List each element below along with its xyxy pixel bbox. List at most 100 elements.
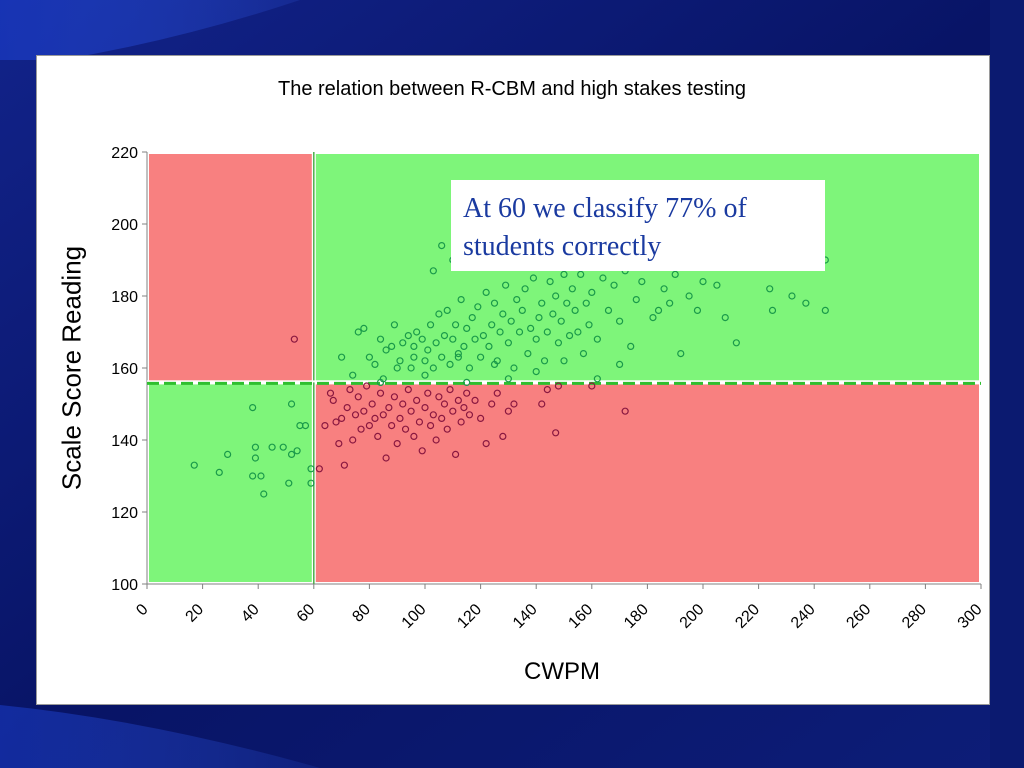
data-point bbox=[768, 306, 777, 314]
classification-regions bbox=[149, 154, 979, 582]
data-point bbox=[699, 278, 707, 286]
data-point bbox=[287, 450, 296, 458]
data-point bbox=[346, 386, 354, 394]
data-point bbox=[627, 342, 635, 350]
data-point bbox=[354, 393, 362, 401]
x-tick-label: 220 bbox=[732, 601, 763, 632]
data-point bbox=[410, 342, 418, 350]
data-point bbox=[504, 339, 512, 347]
data-point bbox=[443, 306, 451, 314]
data-point bbox=[449, 407, 457, 415]
data-point bbox=[365, 353, 373, 361]
data-point bbox=[693, 306, 702, 314]
data-point bbox=[257, 472, 265, 480]
data-point bbox=[499, 432, 507, 440]
data-point bbox=[599, 274, 607, 282]
data-point bbox=[490, 299, 499, 307]
data-point bbox=[432, 436, 440, 444]
data-point bbox=[429, 411, 437, 419]
data-point bbox=[552, 292, 560, 300]
data-point bbox=[493, 389, 501, 397]
data-point bbox=[338, 414, 346, 422]
data-point bbox=[588, 288, 596, 296]
x-tick-label: 120 bbox=[454, 601, 485, 632]
data-point bbox=[632, 296, 640, 304]
data-point bbox=[582, 299, 590, 307]
data-point bbox=[421, 357, 429, 365]
data-point bbox=[463, 389, 471, 397]
data-point bbox=[463, 378, 471, 386]
data-point bbox=[490, 360, 499, 368]
data-point bbox=[360, 407, 368, 415]
data-point bbox=[507, 317, 515, 325]
x-tick-label: 20 bbox=[183, 601, 208, 626]
x-tick-label: 180 bbox=[621, 601, 652, 632]
data-point bbox=[552, 429, 560, 437]
data-point bbox=[477, 414, 485, 422]
data-point bbox=[460, 404, 468, 412]
data-point bbox=[451, 450, 460, 458]
data-point bbox=[438, 414, 446, 422]
data-point bbox=[399, 400, 407, 408]
x-tick-label: 100 bbox=[399, 601, 430, 632]
data-point bbox=[354, 328, 362, 336]
data-point bbox=[454, 396, 462, 404]
data-point bbox=[485, 342, 493, 350]
x-tick-label: 40 bbox=[238, 601, 263, 626]
data-point bbox=[638, 278, 646, 286]
data-point bbox=[249, 472, 257, 480]
data-point bbox=[382, 454, 390, 462]
data-point bbox=[557, 317, 565, 325]
data-point bbox=[426, 422, 435, 430]
data-point bbox=[390, 393, 399, 401]
data-point bbox=[410, 353, 418, 361]
region-incorrect-0 bbox=[149, 154, 312, 381]
data-point bbox=[482, 440, 490, 448]
data-point bbox=[518, 306, 526, 314]
data-point bbox=[563, 299, 571, 307]
data-point bbox=[407, 364, 415, 372]
data-point bbox=[568, 285, 576, 293]
region-correct-2 bbox=[149, 384, 312, 582]
data-point bbox=[407, 407, 415, 415]
data-point bbox=[279, 443, 287, 451]
data-point bbox=[268, 443, 276, 451]
data-point bbox=[287, 400, 296, 408]
data-point bbox=[543, 328, 551, 336]
data-point bbox=[560, 357, 568, 365]
data-point bbox=[290, 335, 298, 343]
data-point bbox=[604, 306, 613, 314]
data-point bbox=[215, 468, 223, 476]
data-point bbox=[404, 332, 412, 340]
data-point bbox=[521, 285, 529, 293]
data-point bbox=[471, 396, 479, 404]
data-point bbox=[376, 335, 385, 343]
data-point bbox=[349, 371, 357, 379]
data-point bbox=[415, 418, 424, 426]
data-point bbox=[390, 321, 399, 329]
data-point bbox=[418, 335, 426, 343]
data-point bbox=[496, 328, 504, 336]
chart-title: The relation between R-CBM and high stak… bbox=[277, 78, 747, 100]
data-point bbox=[382, 346, 390, 354]
data-point bbox=[224, 450, 232, 458]
data-point bbox=[379, 411, 387, 419]
data-point bbox=[260, 490, 268, 498]
data-point bbox=[463, 324, 471, 332]
data-point bbox=[554, 382, 563, 390]
y-tick-label: 140 bbox=[111, 433, 138, 450]
data-point bbox=[713, 281, 721, 289]
data-point bbox=[326, 389, 335, 397]
data-point bbox=[488, 400, 496, 408]
data-point bbox=[426, 321, 435, 329]
data-point bbox=[249, 404, 257, 412]
y-axis-label: Scale Score Reading bbox=[56, 245, 87, 491]
data-point bbox=[532, 335, 540, 343]
x-tick-label: 60 bbox=[294, 601, 319, 626]
data-point bbox=[413, 328, 421, 336]
data-point bbox=[532, 368, 540, 376]
data-point bbox=[457, 296, 465, 304]
x-tick-label: 200 bbox=[677, 601, 708, 632]
x-tick-label: 260 bbox=[843, 601, 874, 632]
